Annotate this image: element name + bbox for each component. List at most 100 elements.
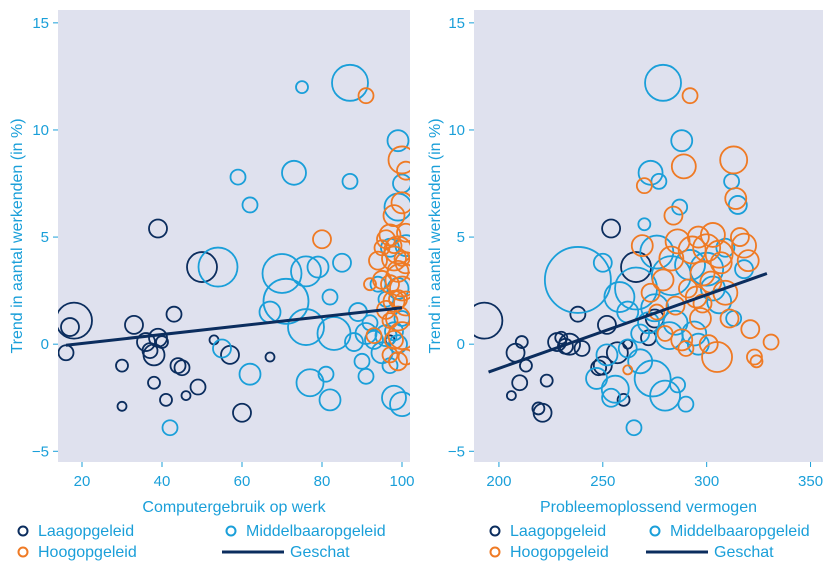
- bubble-laag: [58, 301, 93, 340]
- bubble-middelbaar: [601, 387, 622, 408]
- data-points: [58, 63, 410, 437]
- bubble-middelbaar: [389, 391, 410, 418]
- bubble-laag: [173, 359, 191, 377]
- bubble-laag: [558, 332, 581, 356]
- bubble-middelbaar: [603, 281, 636, 313]
- panel-computergebruik: −5 0 5 10 15 20 40 60 80 100 Computergebruik op we…: [9, 10, 415, 561]
- legend-label: Hoogopgeleid: [38, 544, 137, 561]
- bubble-laag: [514, 335, 529, 349]
- y-axis-title: Trend in aantal werkenden (in %): [9, 118, 26, 353]
- x-tick-label: 60: [234, 473, 251, 490]
- bubble-hoog: [762, 333, 780, 351]
- bubble-hoog: [365, 327, 383, 345]
- bubble-hoog: [689, 307, 712, 330]
- bubble-laag: [116, 400, 128, 412]
- bubble-middelbaar: [727, 195, 748, 215]
- bubble-hoog: [376, 229, 396, 250]
- trend-line-geschat: [65, 306, 403, 347]
- bubble-hoog: [701, 341, 733, 373]
- bubble-hoog: [630, 234, 654, 258]
- bubble-hoog: [387, 145, 410, 175]
- bubble-laag: [165, 305, 183, 323]
- bubble-hoog: [385, 305, 410, 332]
- legend-marker-circle: [17, 546, 29, 558]
- bubble-laag: [115, 358, 129, 373]
- bubble-middelbaar: [331, 63, 369, 102]
- bubble-middelbaar: [229, 168, 247, 186]
- bubble-middelbaar: [262, 277, 310, 325]
- bubble-hoog: [396, 222, 410, 243]
- bubble-hoog: [681, 87, 699, 105]
- bubble-laag: [189, 378, 207, 396]
- bubble-middelbaar: [281, 159, 307, 186]
- bubble-laag: [142, 343, 166, 367]
- bubble-middelbaar: [290, 255, 322, 288]
- bubble-laag: [531, 401, 546, 416]
- bubble-hoog: [740, 319, 761, 340]
- x-axis-title: Computergebruik op werk: [142, 499, 326, 516]
- bubble-hoog: [357, 87, 375, 105]
- legend-marker-circle: [17, 525, 29, 537]
- bubble-hoog: [699, 222, 726, 248]
- bubble-middelbaar: [353, 352, 371, 370]
- bubble-hoog: [709, 251, 733, 275]
- plot-area: [474, 10, 823, 462]
- bubble-hoog: [736, 249, 760, 273]
- bubble-middelbaar: [261, 253, 303, 294]
- bubble-middelbaar: [677, 395, 695, 413]
- bubble-hoog: [670, 153, 697, 180]
- bubble-laag: [147, 375, 161, 390]
- bubble-middelbaar: [633, 359, 672, 398]
- y-tick-label: 5: [41, 229, 49, 246]
- bubble-laag: [554, 330, 569, 345]
- bubble-middelbaar: [318, 388, 342, 412]
- bubble-middelbaar: [681, 320, 708, 347]
- bubble-laag: [605, 341, 629, 365]
- bubble-middelbaar: [306, 255, 330, 279]
- bubble-hoog: [312, 229, 332, 250]
- bubble-middelbaar: [295, 80, 309, 95]
- trend-line-geschat: [488, 272, 768, 374]
- bubble-hoog: [389, 275, 410, 302]
- bubble-hoog: [678, 278, 698, 299]
- bubble-middelbaar: [321, 288, 339, 306]
- bubble-hoog: [640, 282, 661, 303]
- bubble-middelbaar: [670, 129, 694, 153]
- bubble-hoog: [387, 321, 410, 351]
- bubble-middelbaar: [317, 365, 335, 383]
- bubble-laag: [232, 402, 252, 423]
- bubble-hoog: [648, 303, 666, 321]
- bubble-laag: [601, 218, 622, 239]
- y-axis-title: Trend in aantal werkenden (in %): [427, 118, 444, 353]
- bubble-hoog: [731, 232, 757, 259]
- bubble-hoog: [724, 187, 748, 210]
- bubble-hoog: [749, 354, 764, 369]
- bubble-middelbaar: [644, 63, 682, 102]
- legend-label: Laagopgeleid: [510, 523, 606, 540]
- bubble-middelbaar: [238, 362, 262, 386]
- y-tick-label: 0: [41, 336, 49, 353]
- bubble-laag: [60, 317, 80, 337]
- bubble-hoog: [384, 262, 410, 298]
- bubble-middelbaar: [649, 379, 682, 412]
- bubble-hoog: [396, 160, 410, 181]
- bubble-hoog: [393, 250, 410, 267]
- bubble-hoog: [692, 293, 713, 314]
- bubble-hoog: [698, 334, 719, 355]
- bubble-middelbaar: [384, 321, 404, 342]
- bubble-middelbaar: [241, 196, 259, 214]
- legend-marker-circle: [225, 525, 237, 537]
- x-tick-label: 100: [389, 473, 414, 490]
- bubble-hoog: [390, 191, 410, 215]
- bubble-middelbaar: [212, 338, 232, 359]
- bubble-laag: [532, 402, 553, 423]
- bubble-hoog: [663, 205, 684, 226]
- bubble-hoog: [719, 308, 740, 329]
- bubble-laag: [573, 340, 591, 357]
- bubble-laag: [124, 315, 144, 335]
- y-tick-label: −5: [32, 443, 49, 460]
- bubble-middelbaar: [332, 252, 352, 273]
- legend-marker-circle: [489, 525, 501, 537]
- bubble-middelbaar: [595, 343, 619, 367]
- bubble-laag: [511, 374, 529, 392]
